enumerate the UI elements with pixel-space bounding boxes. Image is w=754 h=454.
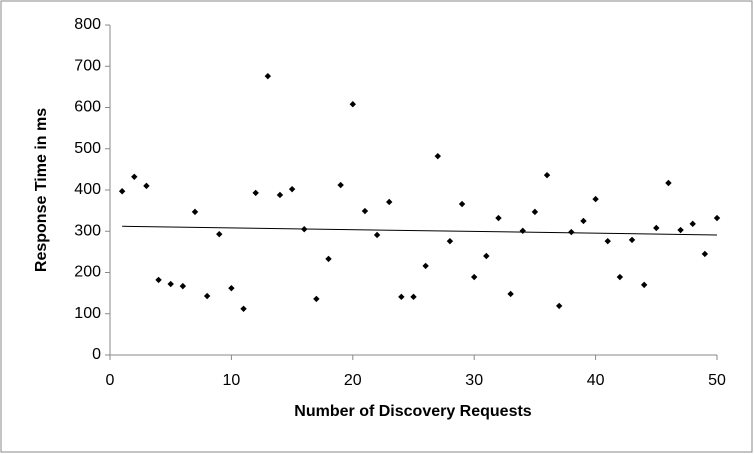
point: [483, 252, 490, 260]
point: [592, 195, 599, 203]
point: [543, 171, 551, 179]
x-tick-label: 0: [106, 372, 115, 389]
point: [677, 226, 684, 234]
point: [203, 292, 211, 300]
y-tick-label: 400: [74, 181, 101, 198]
point: [422, 262, 429, 270]
x-tick-label: 10: [223, 372, 241, 389]
point: [446, 237, 454, 245]
point: [628, 236, 636, 244]
point: [288, 185, 296, 193]
point: [325, 255, 332, 263]
point: [179, 282, 187, 290]
point: [531, 208, 539, 216]
point: [701, 250, 709, 258]
point: [398, 293, 405, 301]
point: [313, 295, 320, 303]
x-tick-label: 40: [587, 372, 605, 389]
point: [264, 72, 272, 80]
point: [689, 220, 696, 228]
point: [167, 280, 174, 288]
point: [191, 208, 199, 216]
point: [410, 293, 417, 301]
point: [386, 198, 393, 206]
point: [640, 281, 648, 289]
point: [118, 188, 126, 195]
point: [240, 305, 247, 312]
point: [604, 237, 611, 245]
point: [580, 217, 587, 225]
point: [458, 200, 466, 208]
point: [713, 214, 721, 222]
point: [276, 191, 284, 199]
y-tick-label: 800: [74, 16, 101, 33]
point: [434, 152, 441, 160]
x-axis-title: Number of Discovery Requests: [294, 403, 532, 420]
point: [653, 224, 660, 232]
point: [337, 181, 344, 189]
point: [665, 179, 672, 187]
point: [216, 230, 223, 238]
point: [495, 214, 502, 222]
y-tick-label: 700: [74, 57, 101, 74]
x-tick-label: 50: [708, 372, 726, 389]
point: [143, 182, 150, 190]
point: [568, 228, 575, 236]
y-tick-label: 200: [74, 264, 101, 281]
point: [155, 276, 162, 284]
point: [361, 207, 369, 215]
point: [507, 290, 514, 298]
x-tick-label: 30: [465, 372, 483, 389]
y-tick-label: 300: [74, 222, 101, 239]
point: [555, 302, 563, 310]
y-tick-label: 100: [74, 305, 101, 322]
y-tick-label: 600: [74, 99, 101, 116]
point: [616, 273, 624, 281]
y-tick-label: 500: [74, 140, 101, 157]
y-axis-title: Response Time in ms: [33, 108, 50, 272]
point: [471, 273, 478, 281]
x-tick-label: 20: [344, 372, 362, 389]
point: [131, 173, 138, 180]
point: [373, 231, 381, 239]
point: [349, 101, 356, 108]
trendline: [122, 225, 718, 236]
point: [228, 284, 235, 292]
point: [252, 189, 259, 197]
y-tick-label: 0: [92, 346, 101, 363]
